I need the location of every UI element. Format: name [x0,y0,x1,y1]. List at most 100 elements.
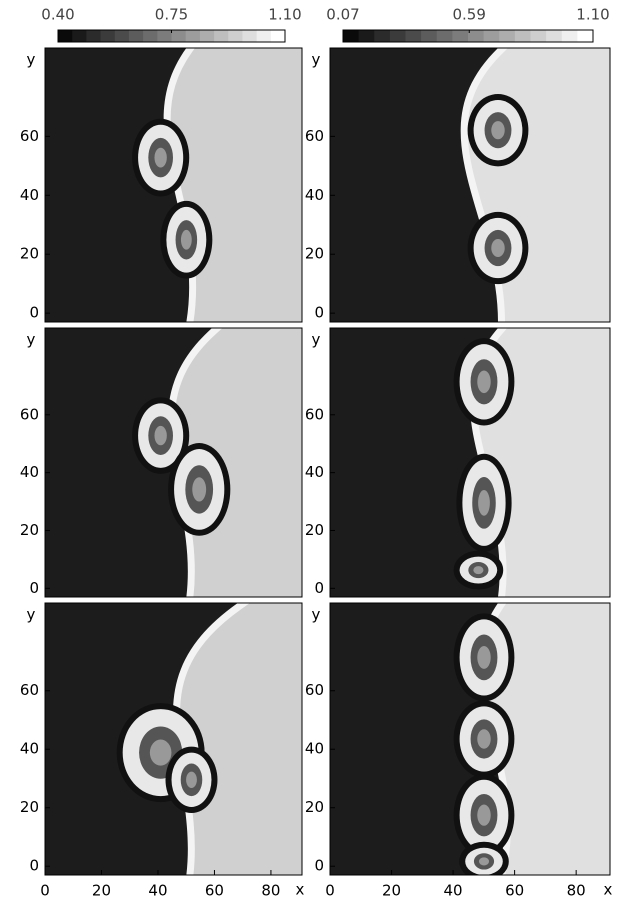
y-tick-label: 60 [20,405,39,423]
panel-frame [44,327,303,598]
colorbar-step [256,30,272,42]
colorbar-step [514,30,531,42]
y-tick-label: 0 [29,304,39,322]
colorbar-step [86,30,102,42]
field-image [330,603,610,875]
field-image [45,328,302,597]
x-tick-label: 60 [205,882,224,900]
y-tick-label: 40 [20,740,39,758]
field-image [330,48,610,322]
colorbar-step [421,30,438,42]
y-tick-label: 60 [305,405,324,423]
panel: y 0 20 40 60 [20,327,303,598]
field-image [45,603,302,875]
colorbar-step [270,30,286,42]
y-axis-label: y [312,331,321,349]
y-tick-label: 40 [305,186,324,204]
colorbar-step [468,30,485,42]
swirl-center [478,489,490,516]
colorbar-step [242,30,258,42]
y-tick-label: 60 [20,127,39,145]
swirl-center [149,739,172,766]
x-tick-label: 40 [444,882,463,900]
y-tick-label: 20 [20,245,39,263]
panel: y 0 20 40 60 [20,47,303,323]
colorbar-step [128,30,144,42]
x-tick-label: 60 [505,882,524,900]
colorbar-step [546,30,563,42]
swirl-center [180,229,192,250]
dark-region [45,48,190,322]
panel-frame [329,602,611,876]
x-tick-label: 0 [40,882,50,900]
swirl-center [473,566,484,575]
swirl-center [477,645,491,669]
swirl-center [478,857,490,866]
panel: y 0 20 40 60 0 20 40 60 80 x [20,602,305,900]
colorbar-tick-label: 0.75 [155,6,188,24]
y-tick-label: 60 [305,127,324,145]
colorbar-tick-label: 1.10 [576,6,609,24]
x-tick-label: 40 [148,882,167,900]
colorbar-tick-label: 0.07 [326,6,359,24]
x-tick-label: 20 [92,882,111,900]
swirl-center [477,804,491,826]
colorbar-step [358,30,375,42]
y-tick-label: 0 [314,579,324,597]
y-tick-label: 60 [20,681,39,699]
colorbar-tick-label: 0.40 [41,6,74,24]
colorbar-step [100,30,116,42]
y-tick-label: 40 [305,463,324,481]
swirl-center [491,238,505,258]
colorbar-step [577,30,594,42]
panel: y 0 20 40 60 0 20 40 60 80 x [305,602,613,900]
y-axis-label: y [312,51,321,69]
y-axis-label: y [27,331,36,349]
swirl-center [192,477,207,502]
x-tick-label: 80 [261,882,280,900]
x-tick-label: 80 [567,882,586,900]
colorbar-step [389,30,406,42]
colorbar-step [343,30,360,42]
y-tick-label: 20 [20,521,39,539]
colorbar-step [405,30,422,42]
colorbar-step [114,30,130,42]
colorbar-step [157,30,172,42]
colorbar-step [483,30,500,42]
swirl-center [154,425,167,446]
y-tick-label: 0 [314,857,324,875]
swirl-center [186,771,197,788]
panel: y 0 20 40 60 [305,327,611,598]
colorbar-step [171,30,187,42]
y-tick-label: 0 [314,304,324,322]
colorbar-step [452,30,469,42]
swirl-center [491,121,505,140]
dark-region [330,48,498,322]
y-tick-label: 20 [305,798,324,816]
y-axis-label: y [27,606,36,624]
x-tick-label: 20 [382,882,401,900]
swirl-center [154,147,167,168]
colorbar-step [199,30,215,42]
panel-frame [44,47,303,323]
y-axis-label: y [27,51,36,69]
y-tick-label: 40 [20,186,39,204]
field-image [45,48,302,322]
y-tick-label: 40 [20,463,39,481]
y-tick-label: 20 [305,521,324,539]
colorbar-step [58,30,73,42]
y-tick-label: 0 [29,857,39,875]
swirl-center [477,729,491,749]
y-tick-label: 0 [29,579,39,597]
colorbar-step [72,30,87,42]
colorbar-step [530,30,547,42]
colorbar-step [499,30,516,42]
colorbar-step [214,30,229,42]
panel-frame [44,602,303,876]
colorbar-tick-label: 1.10 [268,6,301,24]
swirl-center [477,370,491,394]
x-axis-label: x [296,881,305,899]
y-tick-label: 40 [305,740,324,758]
colorbar-step [143,30,158,42]
